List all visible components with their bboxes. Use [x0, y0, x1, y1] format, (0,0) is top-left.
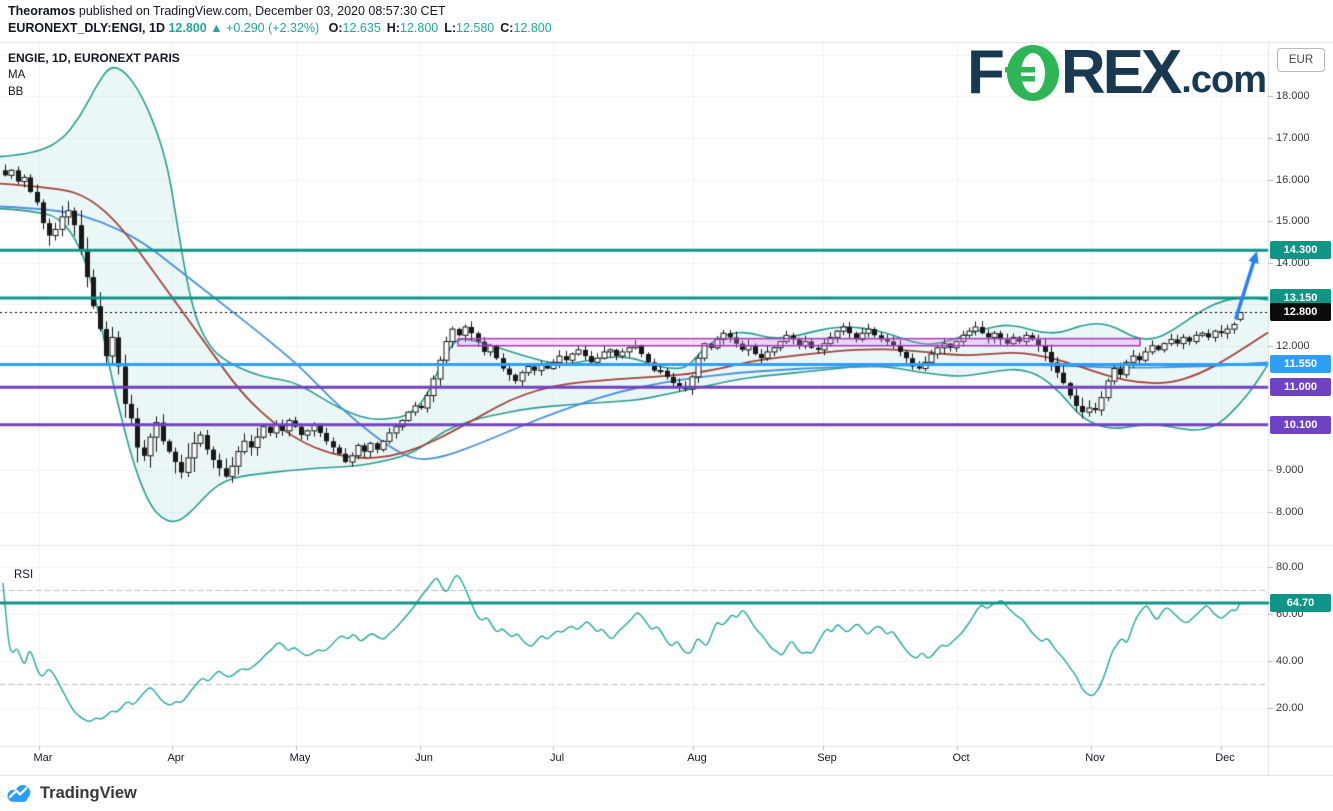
legend-title[interactable]: ENGIE, 1D, EURONEXT PARIS	[8, 51, 180, 65]
legend-item-ma[interactable]: MA	[8, 69, 26, 81]
ohlc-label: H:	[386, 21, 400, 35]
ohlc-label: L:	[444, 21, 457, 35]
time-axis-month-label: Mar	[33, 752, 53, 764]
author-name: Theoramos	[8, 4, 76, 18]
price-axis-label: 12.000	[1276, 339, 1310, 352]
time-axis-month-label: Jul	[549, 752, 565, 764]
rsi-axis-label: 20.00	[1276, 702, 1304, 714]
time-axis-month-label: Jun	[415, 752, 433, 764]
rsi-pane-label[interactable]: RSI	[14, 569, 34, 581]
price-change: +0.290 (+2.32%)	[226, 21, 320, 35]
tradingview-wordmark[interactable]: TradingView	[40, 784, 137, 802]
rsi-level-badge: 64.70	[1270, 593, 1331, 612]
time-axis-month-label: Nov	[1085, 752, 1105, 764]
time-axis-month-label: May	[289, 752, 311, 764]
ohlc-label: O:	[328, 21, 343, 35]
price-axis-label: 18.000	[1276, 90, 1310, 103]
price-level-badge: 11.000	[1270, 378, 1331, 397]
currency-button[interactable]: EUR	[1277, 48, 1325, 72]
chart-header: Theoramos published on TradingView.com, …	[8, 3, 552, 36]
last-price: 12.800	[168, 21, 207, 35]
chart-canvas[interactable]	[0, 0, 1333, 776]
time-axis-month-label: Aug	[687, 752, 707, 764]
time-axis-month-label: Oct	[952, 752, 970, 764]
price-level-badge: 14.300	[1270, 241, 1331, 260]
last-price-badge: 12.800	[1270, 303, 1331, 322]
ohlc-value: 12.580	[456, 21, 495, 35]
up-arrow-icon: ▲	[210, 21, 223, 35]
footer-bar: TradingView	[0, 776, 1333, 811]
ohlc-values: O:12.635 H:12.800 L:12.580 C:12.800	[323, 21, 552, 35]
rsi-axis-label: 80.00	[1276, 561, 1304, 573]
publish-line: Theoramos published on TradingView.com, …	[8, 3, 552, 19]
ohlc-label: C:	[500, 21, 514, 35]
price-axis-label: 14.000	[1276, 256, 1310, 269]
price-axis-label: 17.000	[1276, 131, 1310, 144]
price-level-badge: 13.150	[1270, 288, 1331, 307]
tradingview-logo-icon[interactable]	[7, 784, 33, 803]
publish-text: published on TradingView.com, December 0…	[78, 4, 446, 18]
symbol-name: EURONEXT_DLY:ENGI, 1D	[8, 21, 165, 35]
time-axis-month-label: Sep	[817, 752, 837, 764]
price-axis-label: 8.000	[1276, 505, 1304, 518]
ohlc-value: 12.800	[399, 21, 439, 35]
price-level-badge: 10.100	[1270, 415, 1331, 434]
time-axis-month-label: Dec	[1215, 752, 1235, 764]
time-axis-month-label: Apr	[167, 752, 185, 764]
price-axis-label: 16.000	[1276, 173, 1310, 186]
price-axis-label: 9.000	[1276, 464, 1304, 477]
ohlc-value: 12.635	[342, 21, 381, 35]
legend-item-bb[interactable]: BB	[8, 86, 24, 98]
ohlc-value: 12.800	[513, 21, 552, 35]
price-axis-label: 15.000	[1276, 215, 1310, 228]
price-level-badge: 11.550	[1270, 355, 1331, 374]
indicator-legend: ENGIE, 1D, EURONEXT PARIS MA BB	[8, 50, 180, 101]
symbol-line: EURONEXT_DLY:ENGI, 1D 12.800 ▲ +0.290 (+…	[8, 20, 552, 36]
rsi-axis-label: 40.00	[1276, 655, 1304, 667]
